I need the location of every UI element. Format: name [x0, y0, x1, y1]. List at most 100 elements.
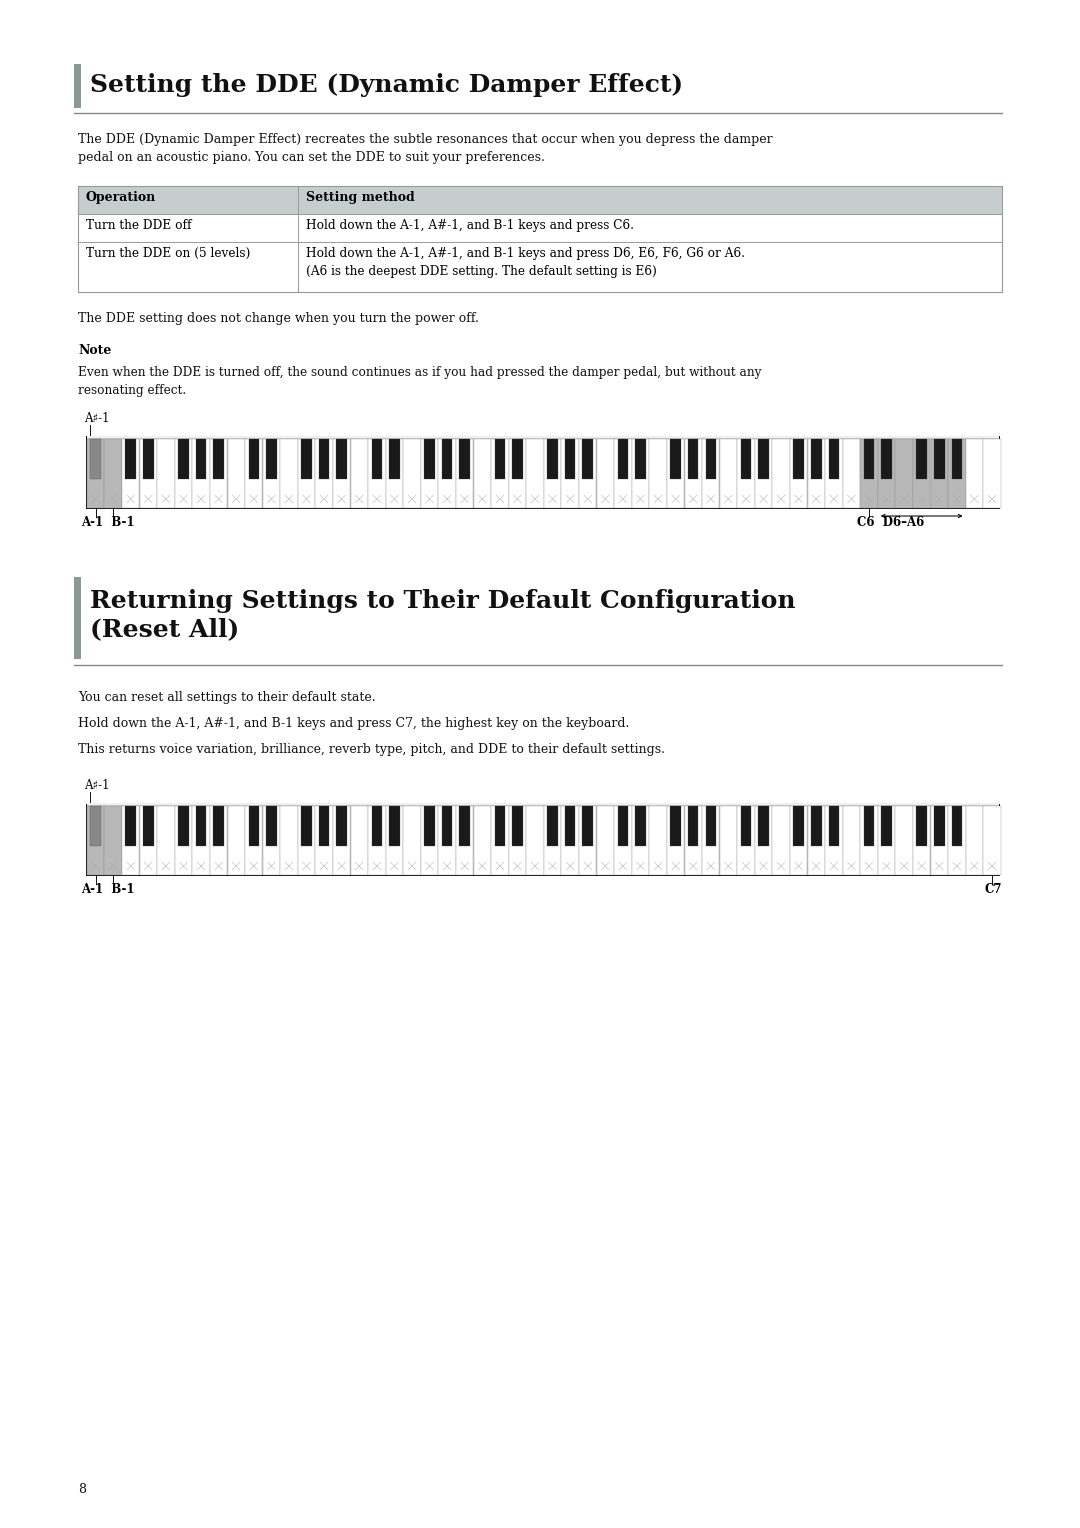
Text: C7: C7 — [984, 883, 1001, 895]
Bar — [86, 435, 999, 439]
Bar — [105, 807, 122, 876]
Text: Turn the DDE on (5 levels): Turn the DDE on (5 levels) — [86, 248, 251, 260]
Bar — [878, 807, 895, 876]
Bar — [210, 807, 227, 876]
Bar — [386, 807, 403, 876]
Text: A♯-1: A♯-1 — [83, 779, 109, 792]
Bar — [248, 805, 259, 847]
Bar — [582, 805, 593, 847]
Bar — [951, 805, 962, 847]
Bar — [931, 807, 948, 876]
Bar — [158, 439, 175, 509]
Bar — [389, 805, 400, 847]
Bar — [301, 439, 312, 478]
Bar — [336, 805, 347, 847]
Bar — [424, 805, 435, 847]
Bar — [474, 439, 491, 509]
Bar — [931, 439, 948, 509]
Bar — [389, 439, 400, 478]
Bar — [86, 807, 105, 876]
Text: C6  D6–A6: C6 D6–A6 — [856, 516, 924, 529]
Bar — [948, 807, 966, 876]
Bar — [125, 805, 136, 847]
Bar — [456, 807, 473, 876]
Bar — [442, 805, 453, 847]
Bar — [262, 439, 280, 509]
Bar — [175, 807, 192, 876]
Bar — [811, 805, 822, 847]
Bar — [934, 805, 945, 847]
Text: 8: 8 — [78, 1484, 86, 1496]
Bar — [794, 439, 804, 478]
Bar — [195, 805, 206, 847]
Text: The DDE setting does not change when you turn the power off.: The DDE setting does not change when you… — [78, 312, 478, 325]
Bar — [635, 805, 646, 847]
Bar — [544, 439, 562, 509]
Bar — [671, 439, 680, 478]
Bar — [319, 805, 329, 847]
Bar — [333, 807, 350, 876]
Bar — [192, 807, 210, 876]
Bar — [315, 439, 333, 509]
Bar — [351, 439, 368, 509]
Bar — [139, 439, 157, 509]
Bar — [438, 807, 456, 876]
Text: Note: Note — [78, 344, 111, 358]
Text: You can reset all settings to their default state.: You can reset all settings to their defa… — [78, 691, 376, 704]
Bar — [948, 439, 966, 509]
Bar — [758, 805, 769, 847]
Bar — [917, 805, 927, 847]
Text: Hold down the A-1, A#-1, and B-1 keys and press C7, the highest key on the keybo: Hold down the A-1, A#-1, and B-1 keys an… — [78, 717, 630, 730]
Bar — [509, 439, 526, 509]
Bar — [178, 805, 189, 847]
Bar — [842, 439, 860, 509]
Bar — [245, 807, 262, 876]
Text: Operation: Operation — [86, 191, 157, 205]
Bar — [579, 807, 596, 876]
Bar — [828, 805, 839, 847]
Bar — [632, 439, 649, 509]
Bar — [262, 807, 280, 876]
Bar — [755, 439, 772, 509]
Bar — [512, 805, 523, 847]
Bar — [741, 805, 752, 847]
Bar — [368, 807, 386, 876]
Bar — [861, 807, 878, 876]
Bar — [438, 439, 456, 509]
Bar — [214, 805, 224, 847]
Bar — [351, 807, 368, 876]
Bar — [983, 439, 1001, 509]
Bar — [755, 807, 772, 876]
Bar — [705, 805, 716, 847]
Bar — [91, 805, 100, 847]
Bar — [667, 439, 685, 509]
Bar — [562, 439, 579, 509]
Bar — [421, 807, 438, 876]
Bar — [842, 807, 860, 876]
Bar — [548, 439, 558, 478]
Text: A-1  B-1: A-1 B-1 — [81, 516, 135, 529]
Text: Hold down the A-1, A#-1, and B-1 keys and press D6, E6, F6, G6 or A6.
(A6 is the: Hold down the A-1, A#-1, and B-1 keys an… — [306, 248, 745, 278]
Bar — [702, 807, 719, 876]
Bar — [758, 439, 769, 478]
Bar — [368, 439, 386, 509]
Bar — [966, 807, 983, 876]
Bar — [86, 437, 999, 509]
Bar — [526, 807, 543, 876]
Bar — [934, 439, 945, 478]
Bar — [582, 439, 593, 478]
Bar — [688, 805, 699, 847]
Text: Setting method: Setting method — [306, 191, 415, 205]
Bar — [983, 807, 1001, 876]
Bar — [808, 439, 825, 509]
Bar — [544, 807, 562, 876]
Bar — [178, 439, 189, 478]
Bar — [491, 807, 509, 876]
Bar — [615, 439, 632, 509]
Bar — [615, 807, 632, 876]
Bar — [105, 439, 122, 509]
Text: Returning Settings to Their Default Configuration
(Reset All): Returning Settings to Their Default Conf… — [90, 588, 796, 642]
Bar — [86, 804, 999, 805]
Bar — [372, 439, 382, 478]
Bar — [881, 805, 892, 847]
